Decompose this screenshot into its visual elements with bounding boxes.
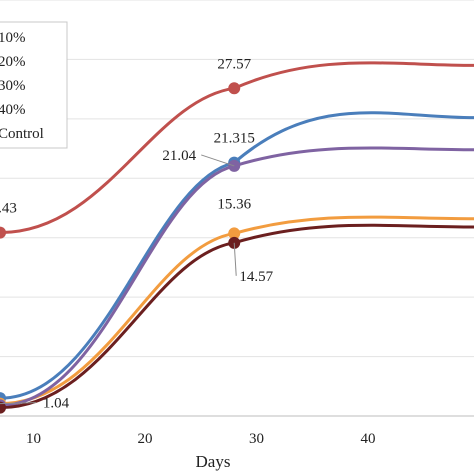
data-point-20	[228, 82, 241, 95]
legend-box	[0, 21, 68, 149]
x-tick-label: 20	[137, 431, 152, 447]
x-axis: 10 20 30 40	[26, 431, 376, 447]
series-line-20	[0, 61, 474, 235]
legend-entry: 30%	[0, 78, 26, 94]
data-label: 21.04	[162, 148, 196, 164]
series-line-40	[0, 146, 474, 407]
x-axis-title: Days	[196, 452, 231, 471]
x-tick-label: 10	[26, 431, 41, 447]
legend-entry: Control	[0, 126, 44, 142]
legend-entry: 20%	[0, 54, 26, 70]
series-line-control	[0, 223, 474, 410]
data-label: 15.43	[0, 201, 17, 217]
data-labels: 27.57 15.43 21.315 21.04 15.36 14.57 1.04	[0, 56, 274, 412]
data-point-20	[0, 226, 6, 239]
data-label-leader	[233, 242, 237, 276]
data-label: 14.57	[239, 269, 273, 285]
x-tick-label: 30	[249, 431, 264, 447]
series-layer	[0, 61, 474, 414]
data-label-leader	[0, 402, 37, 405]
series-line-10	[0, 111, 474, 400]
series-line-30	[0, 215, 474, 406]
data-point-control	[0, 401, 6, 414]
x-tick-label: 40	[361, 431, 376, 447]
data-label: 15.36	[217, 196, 251, 212]
legend-entry: 40%	[0, 102, 26, 118]
data-point-30	[228, 227, 241, 240]
data-label: 21.315	[214, 131, 255, 147]
data-label-leader	[201, 154, 235, 167]
data-label: 1.04	[43, 396, 70, 412]
gridlines	[0, 0, 474, 417]
data-label: 27.57	[217, 56, 251, 72]
legend-entry: 10%	[0, 30, 26, 46]
legend: 10% 20% 30% 40% Control	[0, 21, 68, 149]
